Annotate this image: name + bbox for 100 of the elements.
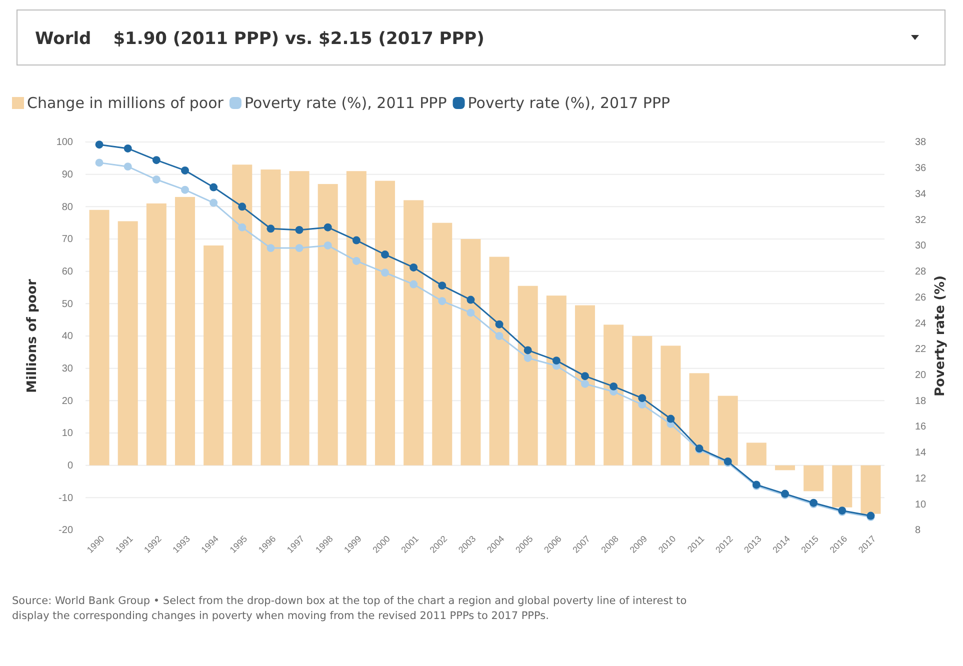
point — [124, 144, 132, 152]
point — [295, 244, 304, 252]
bar — [118, 221, 138, 466]
point — [495, 332, 504, 340]
y-tick-label: 20 — [62, 396, 74, 407]
y2-tick-label: 18 — [915, 396, 927, 407]
y2-tick-label: 38 — [915, 137, 927, 148]
bar — [232, 164, 252, 466]
bar — [432, 222, 452, 466]
bar — [404, 200, 424, 466]
point — [610, 382, 618, 390]
point — [352, 257, 360, 265]
point — [266, 244, 275, 252]
legend-label: Change in millions of poor — [27, 94, 224, 112]
legend-label: Poverty rate (%), 2011 PPP — [244, 94, 447, 112]
bar — [346, 171, 366, 466]
bar — [489, 256, 510, 466]
y-tick-label: 60 — [62, 266, 74, 278]
bar — [718, 396, 738, 466]
y2-tick-label: 16 — [915, 422, 927, 433]
point — [210, 183, 218, 192]
point — [495, 320, 504, 328]
y2-tick-label: 32 — [915, 214, 927, 226]
y-tick-label: 90 — [62, 170, 74, 181]
point — [552, 356, 560, 365]
point — [466, 296, 475, 304]
bar — [804, 465, 824, 492]
bar — [89, 210, 110, 466]
bar — [175, 196, 195, 466]
bar — [318, 184, 338, 466]
y-tick-label: 80 — [62, 202, 74, 213]
bar — [546, 296, 566, 466]
bar — [204, 245, 224, 466]
point — [238, 223, 246, 232]
bar — [860, 465, 881, 514]
bar — [632, 336, 652, 466]
y-tick-label: 30 — [62, 364, 74, 375]
point — [95, 140, 104, 149]
y-tick-label: 40 — [62, 331, 74, 342]
y2-tick-label: 14 — [915, 448, 927, 459]
bar — [146, 203, 166, 466]
y2-tick-label: 12 — [915, 473, 927, 484]
bar — [460, 239, 481, 466]
y-tick-label: -10 — [58, 492, 74, 504]
point — [581, 372, 589, 380]
point — [410, 263, 418, 272]
y2-tick-label: 20 — [915, 370, 927, 381]
point — [438, 282, 446, 290]
point — [152, 176, 160, 184]
point — [381, 268, 389, 277]
y-tick-label: 100 — [56, 137, 74, 148]
y2-axis-title: Poverty rate (%) — [933, 275, 948, 397]
point — [295, 226, 304, 234]
y2-tick-label: 10 — [915, 499, 927, 510]
source-note: Source: World Bank Group • Select from the drop-down box at the top of the chart a region and global poverty line of interest to display the corresponding changes in poverty when moving from the revised 2011 PPPs to 2017 PPPs. — [12, 595, 687, 622]
y-axis-title: Millions of poor — [25, 278, 40, 393]
y2-tick-label: 34 — [915, 188, 927, 200]
point — [324, 223, 332, 232]
bar — [775, 465, 795, 470]
point — [381, 250, 389, 258]
y-tick-label: 70 — [62, 234, 74, 246]
bar — [660, 346, 681, 466]
bar — [518, 286, 538, 466]
y2-tick-label: 28 — [915, 266, 927, 278]
point — [124, 162, 132, 171]
point — [666, 414, 675, 423]
chart-subtitle: $1.90 (2011 PPP) vs. $2.15 (2017 PPP) — [113, 29, 484, 49]
bar — [832, 465, 852, 508]
y2-tick-label: 22 — [915, 344, 927, 356]
point — [266, 224, 275, 233]
bar — [289, 171, 310, 466]
point — [438, 297, 446, 306]
bar — [260, 169, 281, 466]
point — [181, 186, 189, 194]
y2-tick-label: 26 — [915, 292, 927, 304]
legend-label: Poverty rate (%), 2017 PPP — [468, 94, 670, 112]
point — [152, 156, 160, 164]
point — [466, 308, 475, 317]
bar — [604, 324, 624, 466]
bar — [689, 373, 710, 466]
y2-tick-label: 8 — [915, 525, 921, 536]
y-tick-label: 0 — [67, 460, 74, 472]
point — [638, 394, 646, 402]
y-tick-label: 10 — [62, 428, 74, 440]
chart-title: World — [35, 29, 92, 49]
point — [324, 241, 332, 250]
y-tick-label: 50 — [62, 298, 74, 310]
point — [352, 236, 360, 244]
point — [410, 280, 418, 288]
y2-tick-label: 24 — [915, 318, 927, 330]
point — [210, 198, 218, 207]
y2-tick-label: 36 — [915, 163, 927, 174]
point — [95, 158, 104, 167]
bar — [375, 180, 395, 466]
y2-tick-label: 30 — [915, 240, 927, 252]
point — [524, 346, 532, 354]
y-tick-label: -20 — [58, 525, 74, 536]
point — [238, 202, 246, 211]
point — [581, 380, 589, 388]
point — [524, 354, 532, 362]
